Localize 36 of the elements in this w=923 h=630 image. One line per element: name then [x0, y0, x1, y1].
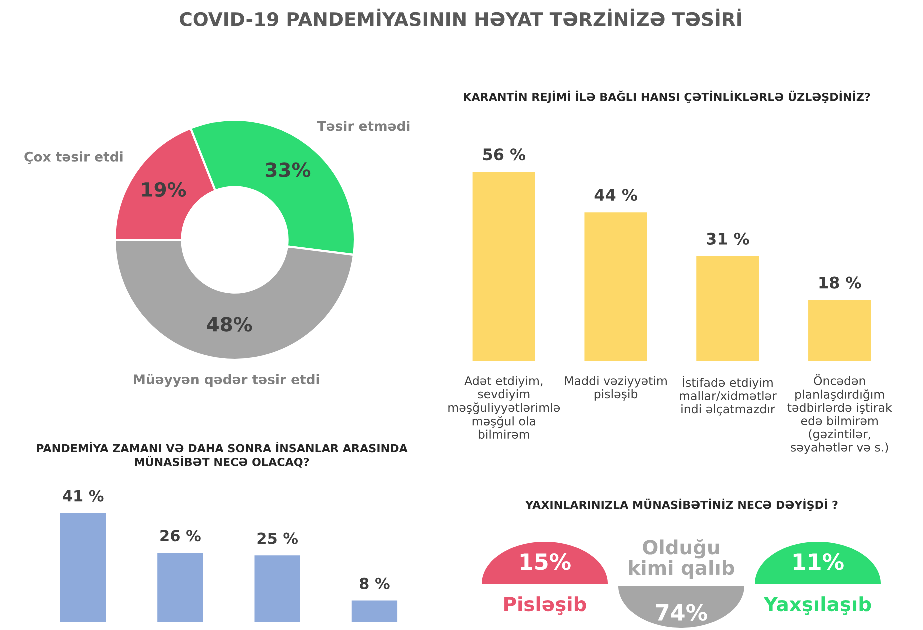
slice-label: Çox təsir etdi [24, 152, 123, 164]
bar [352, 600, 398, 622]
bar [158, 552, 204, 622]
data-label: 31 % [707, 232, 750, 246]
x-tick-label: Maddi vəziyyətim pisləşib [565, 376, 667, 401]
data-label: 41 % [63, 490, 104, 502]
slice-label: Müəyyən qədər təsir etdi [134, 374, 320, 388]
text: YAXINLARINIZLA MÜNASİBƏTİNİZ NECƏ DƏYİŞDİ ? [525, 498, 838, 512]
data-label: 74% [656, 604, 708, 622]
data-label: 25 % [258, 532, 298, 544]
data-label: 11% [794, 553, 844, 570]
category-label: Pisləşib [504, 596, 586, 616]
data-label: 26 % [160, 530, 201, 542]
chart-title: PANDEMİYA ZAMANI VƏ DAHA SONRA İNSANLAR ARASINDA MÜNASİBƏT NECƏ OLACAQ? [37, 442, 408, 468]
category-label: Olduğu kimi qalıb [629, 539, 734, 579]
data-label: 44 % [594, 189, 638, 202]
bar [696, 256, 760, 361]
x-tick-label: Öncədən planlaşdırdığım tədbirlərdə iştirak edə bilmirəm (gəzintilər, səyahətlər və s.) [788, 374, 892, 454]
x-tick-label: Adət etdiyim, sevdiyim məşğuliyyətlərimlə məşğul ola bilmirəm [448, 376, 560, 440]
bar [472, 172, 536, 361]
data-label: 33% [266, 162, 311, 178]
data-label: 56 % [483, 148, 526, 161]
text: COVID-19 PANDEMİYASININ HƏYAT TƏRZİNİZƏ TƏSİRİ [180, 8, 742, 27]
data-label: 8 % [360, 578, 390, 590]
data-label: 19% [142, 182, 186, 198]
data-label: 48% [207, 317, 252, 332]
slice-label: Təsir etmədi [317, 121, 410, 132]
data-label: 18 % [820, 276, 862, 289]
bar [254, 556, 300, 622]
bar [60, 513, 106, 622]
x-tick-label: İstifadə etdiyim mallar/xidmətlər indi əlçatmazdır [680, 376, 777, 416]
data-label: 15% [520, 553, 571, 570]
bar [808, 300, 872, 361]
category-label: Yaxşılaşıb [764, 596, 872, 616]
bar [584, 212, 648, 361]
chart-title: KARANTİN REJİMİ İLƏ BAĞLI HANSI ÇƏTİNLİKLƏRLƏ ÜZLƏŞDİNİZ? [464, 90, 870, 104]
